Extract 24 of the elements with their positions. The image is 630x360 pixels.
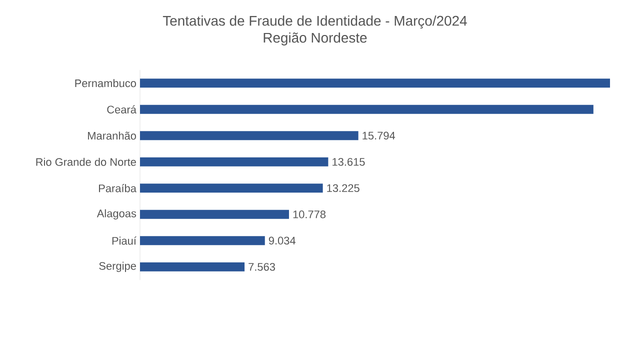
bar: [140, 262, 245, 272]
bar: [140, 104, 594, 114]
bar: [140, 210, 289, 219]
data-label: 9.034: [268, 236, 296, 245]
data-label: 10.778: [293, 210, 326, 218]
data-label: 13.615: [332, 158, 365, 166]
y-tick-label: Paraíba: [99, 184, 136, 192]
data-label: 15.794: [362, 132, 396, 140]
bar: [140, 78, 610, 88]
y-tick-label: Ceará: [107, 105, 136, 114]
y-tick-label: Sergipe: [99, 262, 136, 272]
y-tick-label: Pernambuco: [75, 79, 136, 88]
bar: [140, 236, 265, 246]
data-label: 7.563: [248, 263, 276, 271]
bar: [140, 184, 323, 193]
bar: [140, 157, 328, 166]
bar: [140, 131, 358, 140]
chart-title: Tentativas de Fraude de Identidade - Março/2024: [162, 16, 467, 29]
y-tick-label: Maranhão: [88, 132, 136, 140]
chart-subtitle: Região Nordeste: [264, 32, 367, 46]
y-tick-label: Piauí: [112, 236, 136, 245]
data-label: 13.225: [327, 184, 360, 192]
y-tick-label: Rio Grande do Norte: [36, 158, 136, 166]
y-tick-label: Alagoas: [96, 209, 136, 220]
